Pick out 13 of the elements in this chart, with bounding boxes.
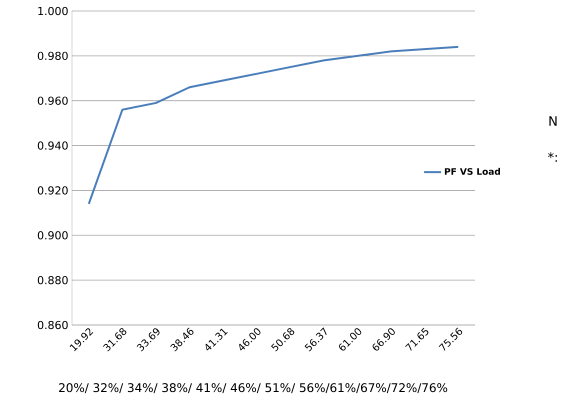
text: N bbox=[549, 116, 557, 126]
y-tick-label: 0.900 bbox=[38, 231, 68, 240]
y-tick-label: 0.860 bbox=[38, 320, 68, 330]
y-tick-label: 0.940 bbox=[38, 141, 68, 150]
x-axis-title: 20%/ 32%/ 34%/ 38%/ 41%/ 46%/ 51%/ 56%/61%/67%/72%/76% bbox=[59, 383, 448, 394]
text: *: bbox=[548, 152, 557, 162]
y-tick-label: 0.980 bbox=[38, 52, 68, 60]
legend-label: PF VS Load bbox=[444, 168, 500, 175]
y-tick-label: 0.920 bbox=[38, 186, 68, 195]
y-tick-label: 1.000 bbox=[38, 6, 68, 16]
y-tick-label: 0.880 bbox=[38, 276, 68, 284]
y-tick-label: 0.960 bbox=[38, 96, 68, 105]
line-series bbox=[88, 46, 460, 205]
